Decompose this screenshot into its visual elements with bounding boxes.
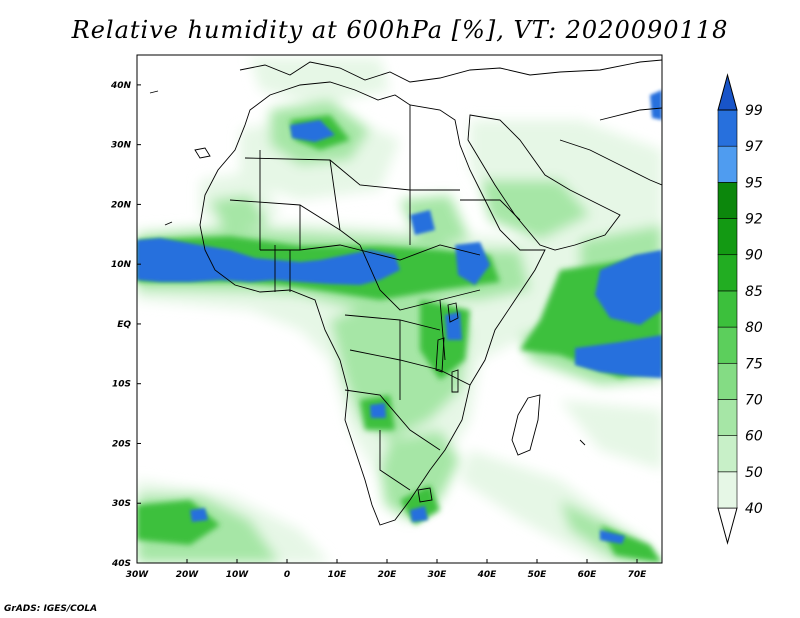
lat-tick-label: 10N [111, 260, 132, 270]
lat-tick-label: 10S [112, 380, 131, 390]
lon-tick-label: 50E [528, 570, 548, 580]
colorbar-level-label: 60 [745, 429, 763, 445]
colorbar-level-label: 97 [745, 139, 763, 155]
colorbar-swatch [717, 471, 738, 509]
colorbar-swatch [717, 182, 738, 219]
lat-tick-label: 30S [112, 499, 131, 509]
map-title: Relative humidity at 600hPa [%], VT: 202… [71, 16, 729, 44]
map-axes: 30W 20W 10W 0 10E 20E 30E 40E 50E 60E 70E 40N 30N 20N… [110, 81, 647, 580]
lon-tick-label: 0 [284, 570, 290, 580]
colorbar-level-label: 80 [745, 320, 763, 336]
colorbar-lower-triangle [717, 507, 738, 545]
lat-tick-label: EQ [117, 320, 131, 330]
lat-tick-label: 40S [111, 559, 131, 569]
lon-tick-label: 20W [176, 570, 200, 580]
colorbar-swatch [717, 109, 738, 147]
colorbar-level-label: 40 [745, 501, 763, 517]
lon-tick-label: 20E [378, 570, 398, 580]
colorbar-upper-triangle [717, 73, 738, 111]
colorbar-level-label: 90 [745, 248, 763, 264]
lon-tick-label: 10W [226, 570, 250, 580]
colorbar-swatch [717, 290, 738, 328]
lon-tick-label: 10E [328, 570, 348, 580]
colorbar-level-label: 99 [745, 103, 763, 119]
colorbar-swatch [717, 145, 738, 183]
colorbar-level-label: 92 [745, 212, 763, 228]
credit-label: GrADS: IGES/COLA [4, 604, 98, 614]
lon-tick-label: 70E [628, 570, 648, 580]
coastlines-borders [149, 59, 662, 526]
colorbar-swatch [717, 435, 738, 473]
colorbar-level-label: 75 [745, 356, 763, 372]
lon-tick-label: 60E [578, 570, 598, 580]
colorbar: 40 50 60 70 75 80 85 90 92 95 97 99 [717, 73, 763, 545]
colorbar-swatch [717, 362, 738, 400]
colorbar-level-label: 95 [745, 175, 763, 191]
colorbar-level-label: 85 [745, 284, 763, 300]
colorbar-level-label: 70 [745, 392, 763, 408]
lat-tick-label: 30N [111, 141, 132, 151]
lon-tick-label: 30E [428, 570, 448, 580]
colorbar-swatch [717, 326, 738, 364]
lon-tick-label: 40E [477, 570, 498, 580]
colorbar-swatch [717, 218, 738, 256]
lon-tick-label: 30W [126, 570, 150, 580]
map-frame [136, 54, 663, 564]
colorbar-level-label: 50 [745, 465, 763, 481]
colorbar-swatch [717, 399, 738, 436]
lat-tick-label: 40N [110, 81, 132, 91]
lat-tick-label: 20S [112, 439, 131, 449]
lat-tick-label: 20N [111, 200, 132, 210]
colorbar-swatch [717, 254, 738, 292]
